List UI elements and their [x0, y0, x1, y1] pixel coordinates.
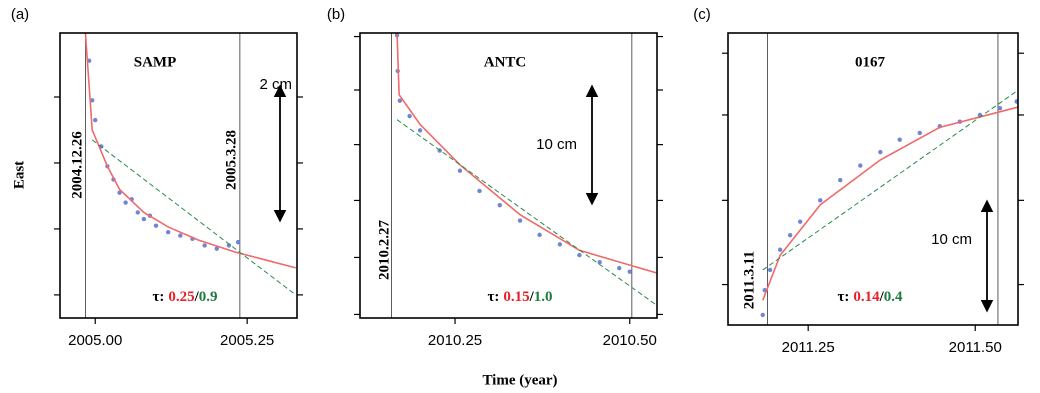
- tau-symbol: τ:: [487, 289, 499, 305]
- x-tick-label: 2010.50: [603, 332, 657, 349]
- plot-frame: [727, 32, 1019, 326]
- data-point: [178, 233, 183, 238]
- panel-label: (a): [11, 6, 29, 23]
- event-label: 2010.2.27: [376, 220, 392, 281]
- tau-sep: /: [879, 289, 885, 305]
- data-point: [117, 190, 122, 195]
- tau-symbol: τ:: [837, 289, 849, 305]
- data-point: [235, 239, 241, 245]
- x-tick-label: 2005.25: [220, 332, 274, 349]
- data-point: [497, 202, 502, 208]
- station-name: 0167: [855, 54, 886, 70]
- linear-fit: [396, 119, 657, 306]
- linear-fit: [91, 139, 297, 296]
- tau-label: τ: 0.25/0.9: [152, 289, 217, 305]
- data-point: [202, 243, 207, 248]
- data-point: [577, 252, 582, 258]
- linear-fit: [762, 89, 1018, 271]
- plot-frame: [59, 32, 298, 319]
- plot-area: [84, 34, 297, 296]
- data-point: [777, 247, 783, 252]
- data-point: [214, 246, 219, 251]
- tau-linear: 0.4: [884, 289, 903, 305]
- data-point: [627, 269, 632, 274]
- data-point: [787, 232, 793, 238]
- scale-label: 2 cm: [259, 76, 292, 93]
- event-label: 2011.3.11: [741, 251, 757, 309]
- y-axis-label: East: [11, 161, 27, 189]
- tau-linear: 1.0: [534, 289, 553, 305]
- data-point: [537, 232, 542, 238]
- data-point: [760, 312, 765, 318]
- plot-frame: [359, 32, 658, 319]
- data-point: [417, 128, 423, 133]
- data-point: [123, 200, 128, 205]
- data-point: [897, 137, 902, 142]
- data-point: [90, 98, 95, 103]
- panel-label: (c): [693, 6, 711, 23]
- scale-label: 10 cm: [931, 231, 972, 248]
- event-label: 2004.12.26: [69, 131, 85, 199]
- plot-area: [394, 33, 657, 306]
- tau-fit: 0.14: [853, 289, 880, 305]
- tau-label: τ: 0.14/0.4: [837, 289, 903, 305]
- data-point: [838, 177, 843, 183]
- data-point: [517, 218, 523, 223]
- tau-sep: /: [194, 289, 200, 305]
- panel-label: (b): [327, 6, 345, 23]
- plot-area: [760, 89, 1018, 318]
- data-point: [997, 106, 1003, 111]
- tau-fit: 0.25: [168, 289, 194, 305]
- data-point: [858, 163, 863, 168]
- fit-curve: [84, 34, 296, 269]
- station-name: SAMP: [134, 54, 177, 70]
- x-axis-label: Time (year): [482, 372, 557, 388]
- data-point: [477, 188, 482, 194]
- data-point: [1014, 99, 1018, 104]
- x-tick-label: 2011.50: [949, 339, 1002, 356]
- event-label: 2005.3.28: [223, 130, 239, 190]
- tau-label: τ: 0.15/1.0: [487, 289, 552, 305]
- tau-linear: 0.9: [199, 289, 218, 305]
- data-point: [135, 210, 140, 215]
- tau-fit: 0.15: [503, 289, 529, 305]
- x-tick-label: 2010.25: [428, 332, 482, 349]
- data-point: [617, 265, 622, 271]
- data-point: [153, 223, 159, 228]
- data-point: [557, 242, 563, 247]
- scale-label: 10 cm: [536, 136, 577, 153]
- fit-curve: [762, 106, 1018, 301]
- tau-sep: /: [529, 289, 535, 305]
- station-name: ANTC: [484, 54, 527, 70]
- data-point: [407, 113, 412, 119]
- data-point: [878, 149, 883, 155]
- data-point: [767, 267, 773, 273]
- data-point: [165, 230, 171, 235]
- fit-curve: [396, 33, 657, 274]
- data-point: [397, 98, 403, 103]
- data-point: [797, 219, 803, 224]
- data-point: [457, 168, 463, 173]
- data-point: [93, 117, 98, 123]
- tau-symbol: τ:: [152, 289, 164, 305]
- data-point: [818, 198, 823, 203]
- x-tick-label: 2011.25: [782, 339, 835, 356]
- data-point: [597, 259, 602, 265]
- x-tick-label: 2005.00: [68, 332, 122, 349]
- data-point: [917, 130, 922, 136]
- data-point: [141, 216, 147, 222]
